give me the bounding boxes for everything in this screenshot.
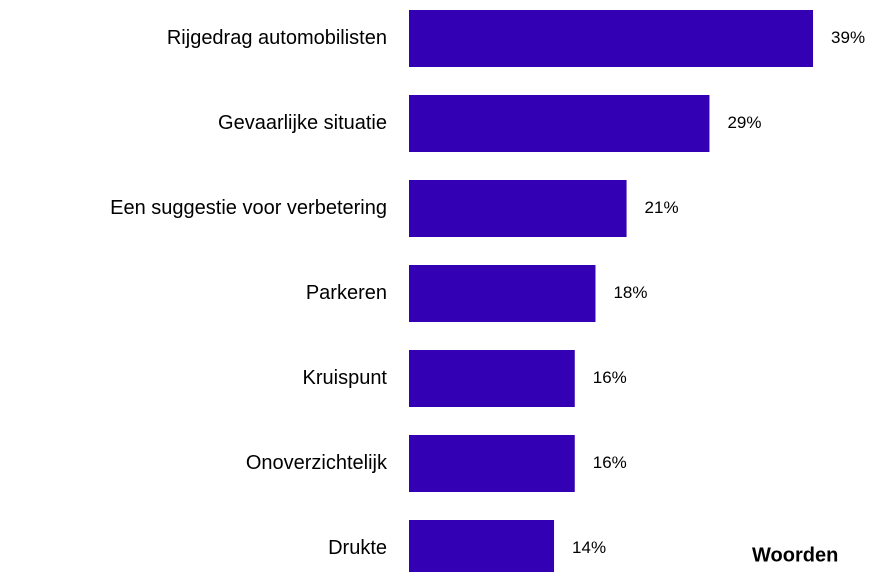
category-label: Drukte xyxy=(328,537,387,559)
category-label: Onoverzichtelijk xyxy=(246,452,388,474)
category-label: Een suggestie voor verbetering xyxy=(110,197,387,219)
value-label: 21% xyxy=(645,198,679,217)
bar xyxy=(409,350,575,407)
category-label: Kruispunt xyxy=(303,367,388,389)
bar xyxy=(409,520,555,572)
value-label: 29% xyxy=(727,113,761,132)
category-label: Parkeren xyxy=(306,282,387,304)
category-label: Rijgedrag automobilisten xyxy=(167,27,387,49)
annotation: Woorden xyxy=(752,544,838,566)
bar xyxy=(409,435,575,492)
category-label: Gevaarlijke situatie xyxy=(218,112,387,134)
bar xyxy=(409,10,814,67)
value-label: 16% xyxy=(593,368,627,387)
bar xyxy=(409,265,596,322)
bar xyxy=(409,95,710,152)
value-label: 16% xyxy=(593,453,627,472)
value-label: 18% xyxy=(613,283,647,302)
value-label: 14% xyxy=(572,538,606,557)
bar xyxy=(409,180,627,237)
value-label: 39% xyxy=(831,28,865,47)
